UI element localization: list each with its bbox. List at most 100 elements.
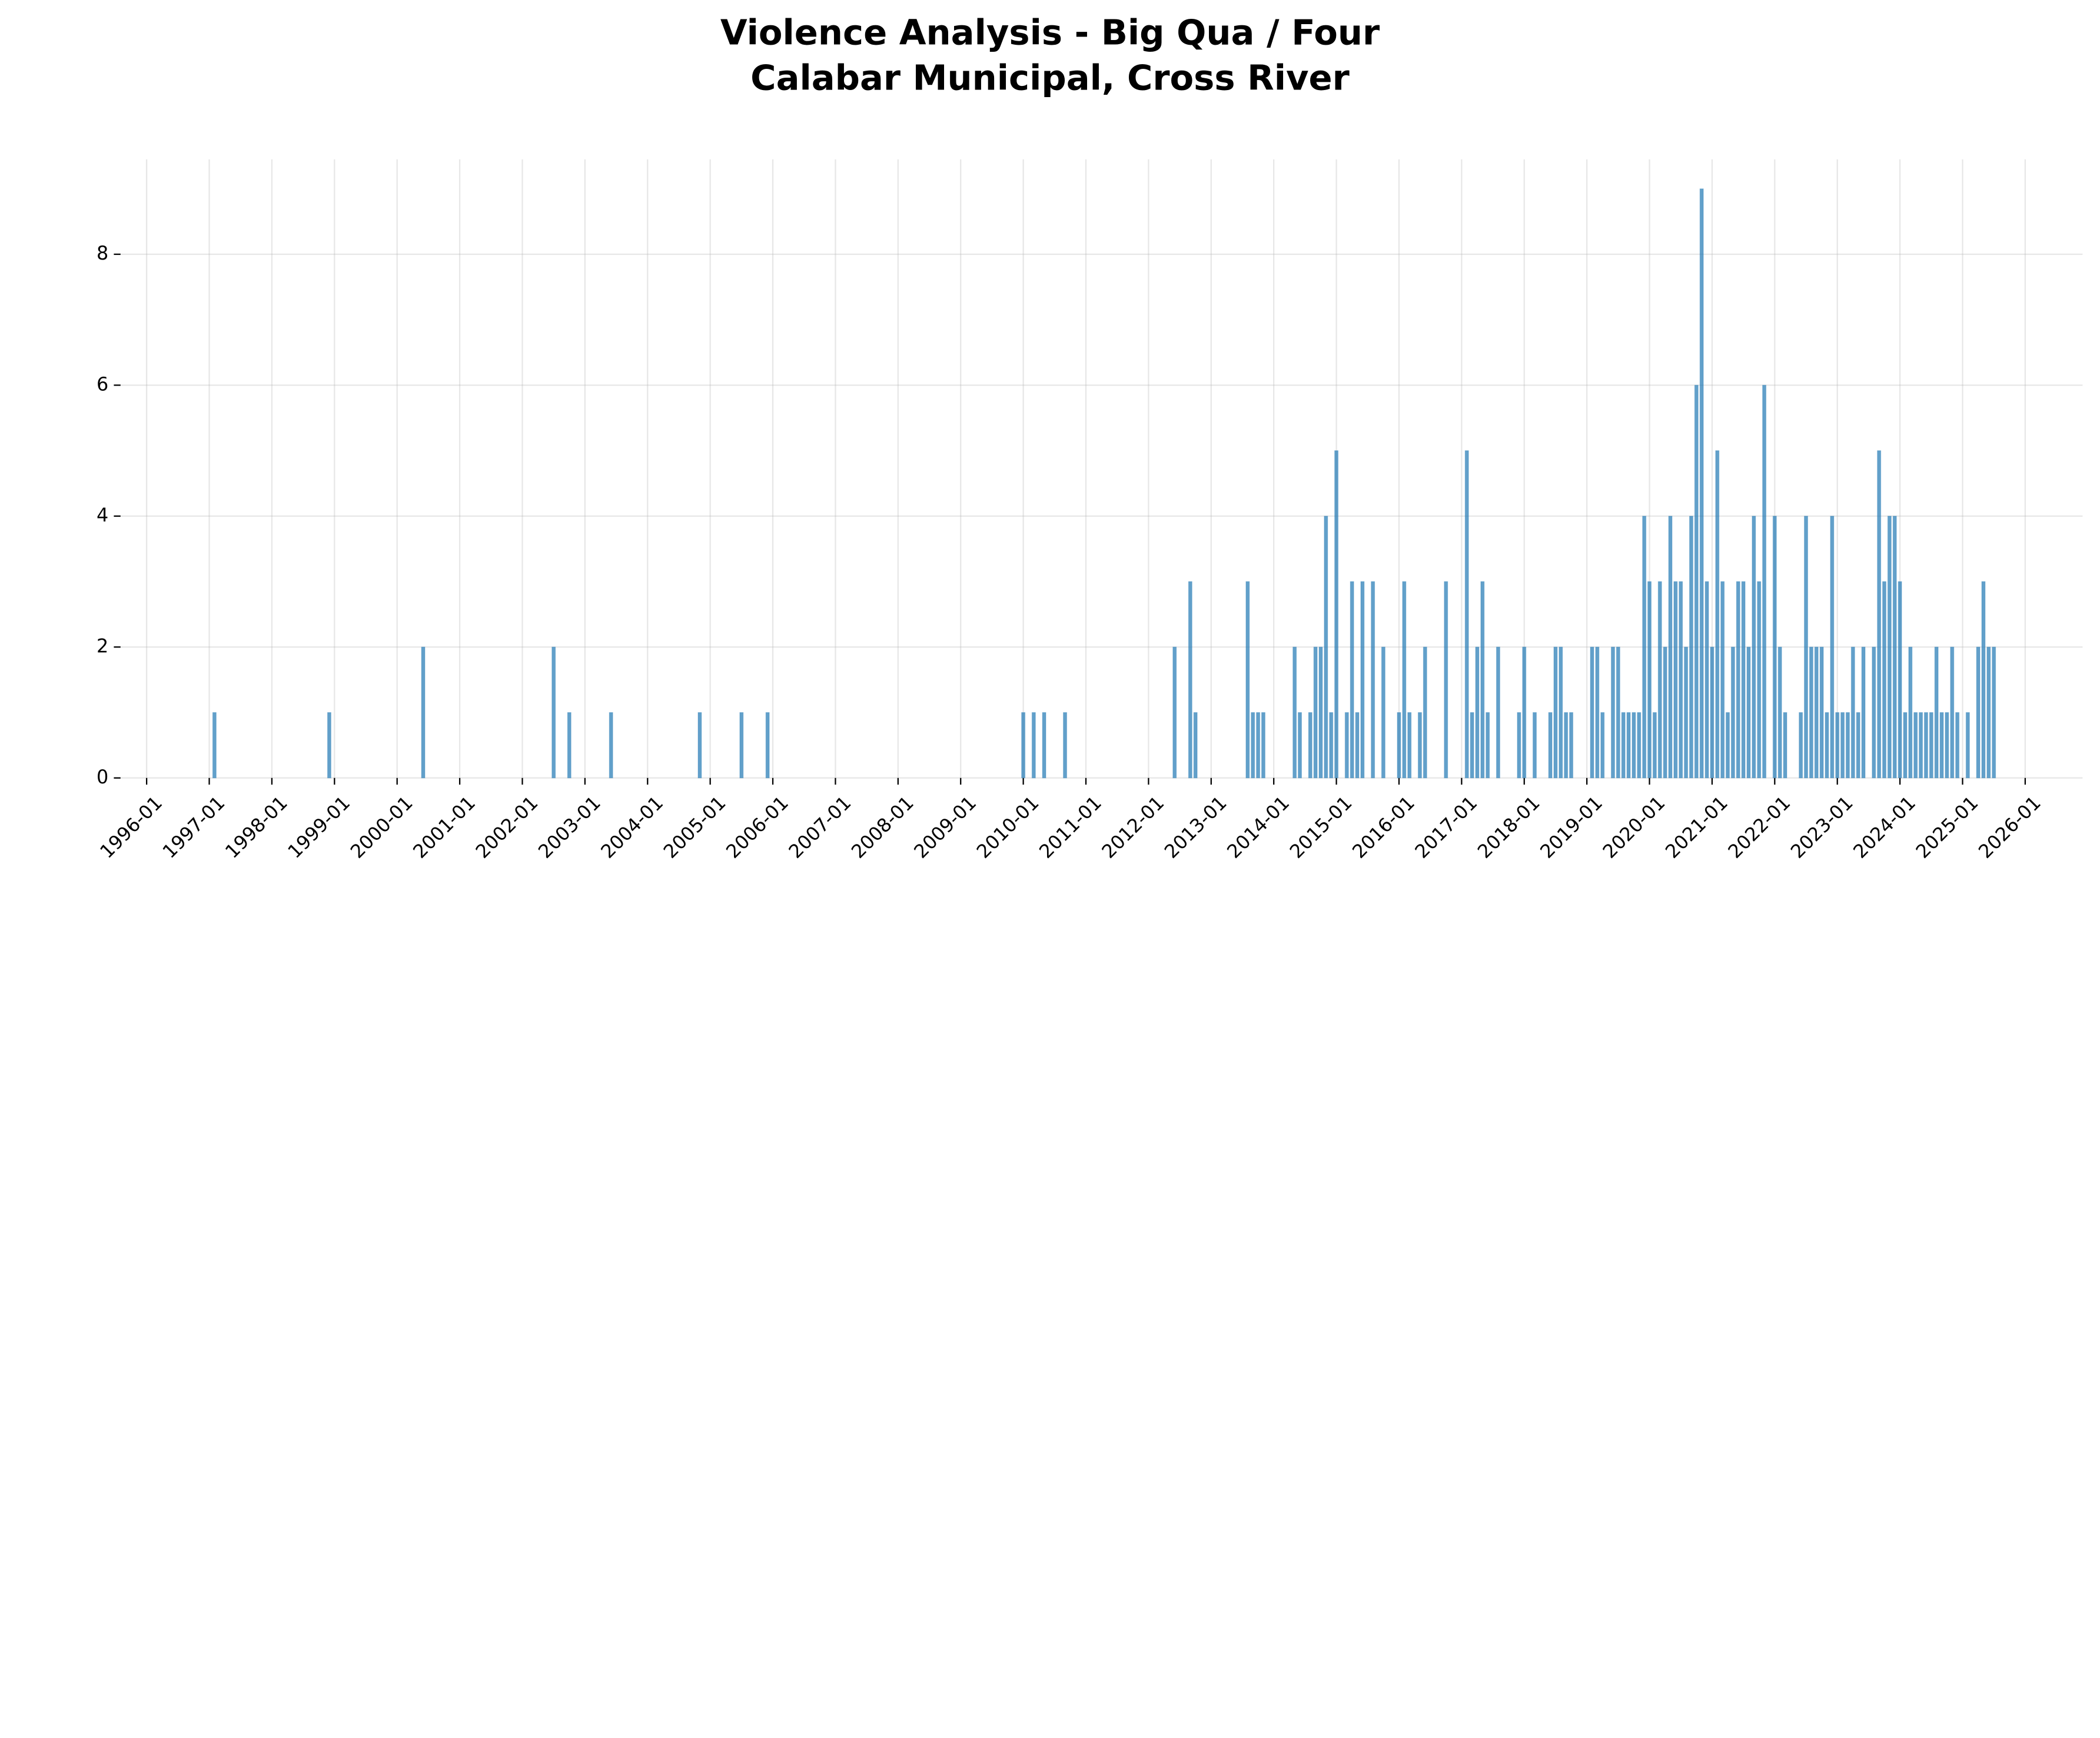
bar	[1704, 581, 1709, 779]
bar	[739, 712, 744, 779]
bar	[1595, 646, 1600, 779]
bar	[1522, 646, 1527, 779]
bar	[1819, 646, 1824, 779]
bar	[1809, 646, 1813, 779]
bar	[1877, 450, 1882, 779]
bar	[1986, 646, 1991, 779]
bar	[1903, 712, 1908, 779]
suptitle: Calabar Municipal, Cross River	[750, 58, 1350, 98]
bar	[1929, 712, 1933, 779]
bar	[1324, 516, 1328, 779]
bar	[1804, 516, 1809, 779]
bar	[1188, 581, 1192, 779]
bar	[1444, 581, 1448, 779]
bar	[1710, 646, 1714, 779]
bar	[1856, 712, 1860, 779]
bar	[1992, 646, 1996, 779]
bar	[1318, 646, 1323, 779]
bar	[1872, 646, 1876, 779]
bar	[1021, 712, 1026, 779]
bar	[327, 712, 331, 779]
bar	[1407, 712, 1412, 779]
bar	[1344, 712, 1349, 779]
bar	[1261, 712, 1265, 779]
bar	[1313, 646, 1318, 779]
bar	[1955, 712, 1960, 779]
bar	[1626, 712, 1631, 779]
bar	[1741, 581, 1746, 779]
bar	[1381, 646, 1385, 779]
bar	[1668, 516, 1673, 779]
y-tick-label: 0	[97, 766, 108, 788]
bar	[1475, 646, 1480, 779]
bar	[1632, 712, 1636, 779]
bar	[1752, 516, 1756, 779]
bar	[1251, 712, 1255, 779]
bar	[1329, 712, 1334, 779]
bar	[1934, 646, 1939, 779]
bar	[567, 712, 571, 779]
bar	[1553, 646, 1558, 779]
bar	[765, 712, 770, 779]
bar	[1726, 712, 1730, 779]
y-tick-label: 4	[97, 504, 108, 526]
bar	[1559, 646, 1563, 779]
bar	[1298, 712, 1302, 779]
bar	[1652, 712, 1657, 779]
bar	[1762, 384, 1767, 779]
bar	[1882, 581, 1887, 779]
bar	[1908, 646, 1913, 779]
bar	[1825, 712, 1829, 779]
bar	[1757, 581, 1762, 779]
bar	[1898, 581, 1902, 779]
bar	[1417, 712, 1422, 779]
bar	[1292, 646, 1297, 779]
bar	[1814, 646, 1819, 779]
bar	[1939, 712, 1944, 779]
y-tick-label: 2	[97, 634, 108, 657]
bar	[1402, 581, 1407, 779]
bar	[1945, 712, 1949, 779]
bar	[1689, 516, 1693, 779]
bar	[1532, 712, 1537, 779]
bar	[1600, 712, 1605, 779]
bar	[1042, 712, 1046, 779]
bar	[1637, 712, 1642, 779]
bar	[1256, 712, 1261, 779]
bar	[1861, 646, 1866, 779]
bar	[1172, 646, 1177, 779]
bar	[1835, 712, 1840, 779]
bar	[1548, 712, 1553, 779]
bar	[1334, 450, 1339, 779]
bar	[1730, 646, 1735, 779]
bar	[1397, 712, 1401, 779]
bar	[1308, 712, 1312, 779]
bar	[1657, 581, 1662, 779]
bar	[1470, 712, 1474, 779]
bar	[1699, 188, 1704, 779]
bar	[212, 712, 217, 779]
bar	[1245, 581, 1250, 779]
bar	[1845, 712, 1850, 779]
bar	[421, 646, 426, 779]
bar	[1830, 516, 1835, 779]
bar	[1783, 712, 1787, 779]
bar	[1360, 581, 1365, 779]
bar	[1642, 516, 1647, 779]
bar	[1355, 712, 1360, 779]
bar	[1799, 712, 1803, 779]
bar	[1913, 712, 1918, 779]
y-tick-label: 6	[97, 373, 108, 395]
bar	[1746, 646, 1751, 779]
bar	[1371, 581, 1375, 779]
bar	[1715, 450, 1720, 779]
bar	[1684, 646, 1689, 779]
bar	[1517, 712, 1521, 779]
bar	[609, 712, 613, 779]
bar	[1673, 581, 1678, 779]
bar	[1569, 712, 1574, 779]
bar	[1772, 516, 1777, 779]
bar	[1193, 712, 1198, 779]
